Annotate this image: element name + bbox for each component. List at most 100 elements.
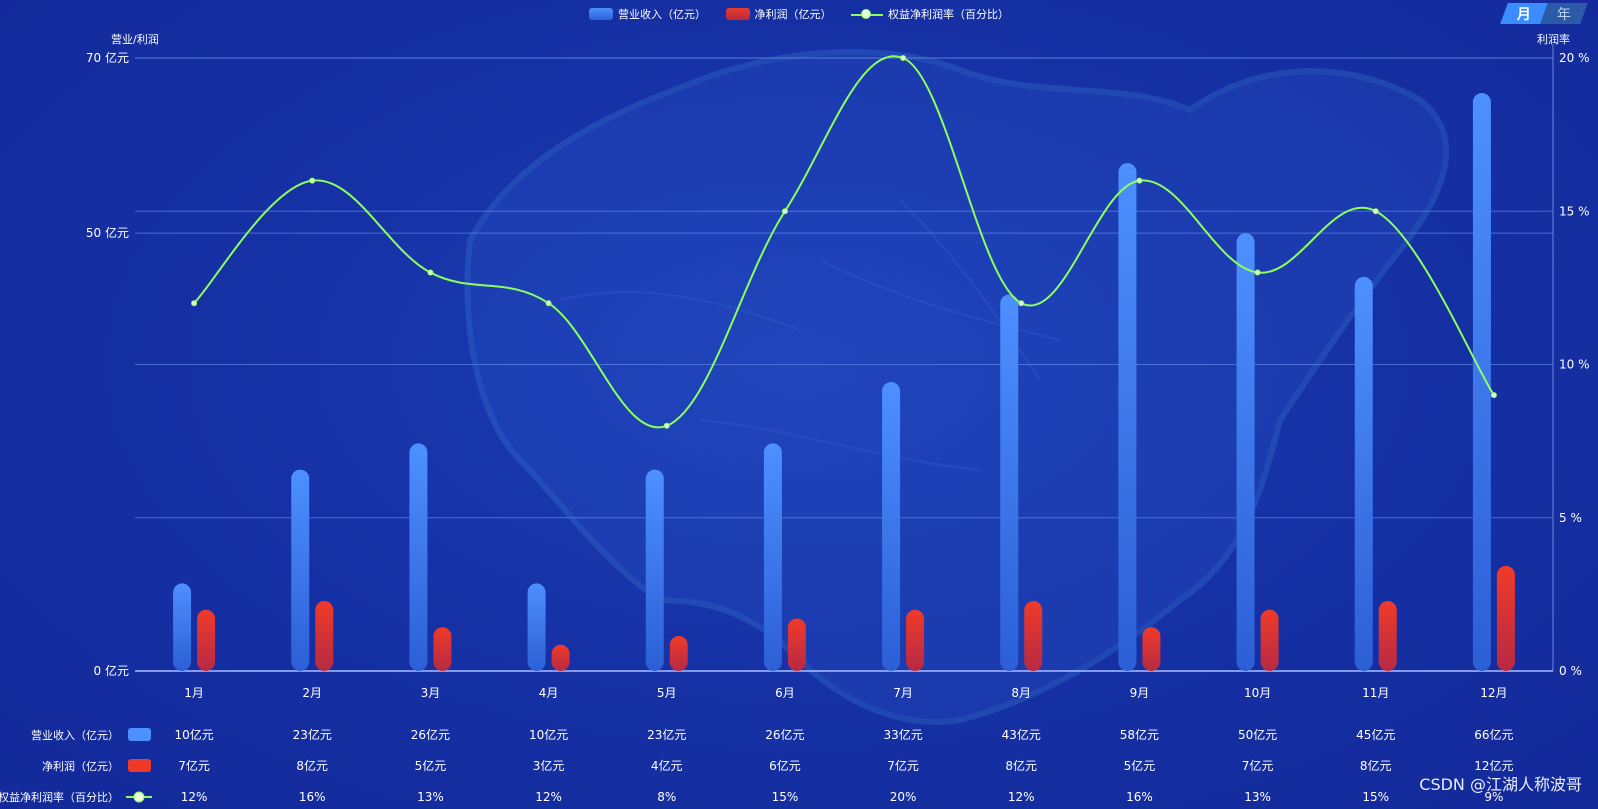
profit-bar [551,644,570,671]
legend-swatch-profit [725,8,750,20]
x-tick-label: 1月 [184,686,204,700]
table-cell: 3亿元 [533,758,565,773]
chart-legend: 营业收入（亿元） 净利润（亿元） 权益净利润率（百分比） [0,6,1598,23]
revenue-bar [173,583,192,671]
revenue-bar [645,469,664,671]
x-tick-label: 3月 [421,686,441,700]
profit-bar [197,609,216,671]
profit-bar [433,627,452,671]
rate-point [309,177,316,184]
bars [173,93,1515,672]
table-cell: 15% [772,790,799,804]
x-tick-label: 4月 [539,686,559,700]
legend-swatch-revenue [589,8,613,20]
rate-line [191,55,1497,429]
profit-bar [1378,600,1397,671]
table-cell: 8亿元 [296,758,328,773]
rate-point [545,300,552,307]
profit-bar [1024,600,1043,671]
x-tick-label: 10月 [1244,686,1271,700]
profit-bar [1260,609,1279,671]
table-cell: 8亿元 [1005,758,1037,773]
revenue-bar [409,443,428,671]
x-tick-label: 12月 [1480,686,1507,700]
right-tick-label: 15 % [1559,204,1590,218]
table-cell: 26亿元 [411,727,450,742]
x-tick-label: 11月 [1362,686,1389,700]
table-cell: 6亿元 [769,758,801,773]
table-row-swatch-dot [133,791,145,803]
legend-swatch-rate [851,8,883,20]
revenue-bar [1236,233,1255,671]
revenue-bar [882,382,901,671]
table-row-swatch [128,759,151,772]
table-cell: 43亿元 [1002,727,1041,742]
table-cell: 4亿元 [651,758,683,773]
table-cell: 16% [1126,790,1153,804]
table-cell: 33亿元 [883,727,922,742]
table-cell: 66亿元 [1474,727,1513,742]
table-cell: 12% [1008,790,1035,804]
x-tick-label: 2月 [302,686,322,700]
x-tick-label: 5月 [657,686,677,700]
legend-label-rate: 权益净利润率（百分比） [888,8,1009,21]
table-cell: 58亿元 [1120,727,1159,742]
right-axis-title: 利润率 [1537,32,1570,46]
legend-item-revenue[interactable]: 营业收入（亿元） [589,6,706,22]
profit-bar [787,618,806,671]
table-cell: 13% [1244,790,1271,804]
x-tick-label: 9月 [1130,686,1150,700]
table-cell: 13% [417,790,444,804]
table-cell: 20% [890,790,917,804]
x-tick-label: 7月 [893,686,913,700]
axes: 0 % 5 % 10 % 15 % 20 % 0 亿元 50 亿元 70 亿元 营业/利润 利润率… [86,32,1590,700]
table-row-swatch [128,728,151,741]
profit-bar [1496,565,1515,671]
profit-bar [315,600,334,671]
rate-line-path [193,55,1495,429]
table-cell: 12亿元 [1474,758,1513,773]
table-cell: 10亿元 [529,727,568,742]
revenue-bar [1354,276,1373,671]
rate-point [191,300,198,307]
period-toggle: 月 年 [1500,3,1588,24]
revenue-bar [1000,294,1019,671]
right-tick-label: 5 % [1559,511,1582,525]
rate-point [427,269,434,276]
revenue-bar [527,583,546,671]
revenue-bar [1118,163,1137,672]
table-cell: 23亿元 [647,727,686,742]
table-row-label: 营业收入（亿元） [31,728,119,742]
table-cell: 8% [657,790,676,804]
right-tick-label: 10 % [1559,358,1590,372]
watermark: CSDN @江湖人称波哥 [1419,775,1582,794]
table-cell: 8亿元 [1360,758,1392,773]
table-cell: 16% [299,790,326,804]
toggle-year-button[interactable]: 年 [1540,3,1588,24]
table-row-label: 权益净利润率（百分比） [0,790,119,804]
revenue-bar [1472,93,1491,672]
legend-label-revenue: 营业收入（亿元） [618,8,706,21]
table-cell: 10亿元 [174,727,213,742]
table-cell: 9% [1484,790,1503,804]
legend-item-rate[interactable]: 权益净利润率（百分比） [851,6,1009,22]
left-tick-label: 50 亿元 [86,225,129,240]
right-tick-label: 0 % [1559,664,1582,678]
revenue-bar [763,443,782,671]
rate-point [1372,208,1379,215]
table-cell: 5亿元 [415,758,447,773]
table-cell: 12% [535,790,562,804]
table-cell: 7亿元 [178,758,210,773]
rate-point [1018,300,1025,307]
table-row-label: 净利润（亿元） [42,759,119,773]
rate-point [900,55,907,61]
table-cell: 45亿元 [1356,727,1395,742]
table-cell: 15% [1362,790,1389,804]
legend-item-profit[interactable]: 净利润（亿元） [725,6,832,22]
data-table: 营业收入（亿元） 10亿元 23亿元 26亿元 10亿元 23亿元 26亿元 33亿元 43亿元… [0,727,1514,804]
table-cell: 23亿元 [293,727,332,742]
grid-lines [135,57,1553,672]
rate-point [663,422,670,429]
x-tick-label: 6月 [775,686,795,700]
